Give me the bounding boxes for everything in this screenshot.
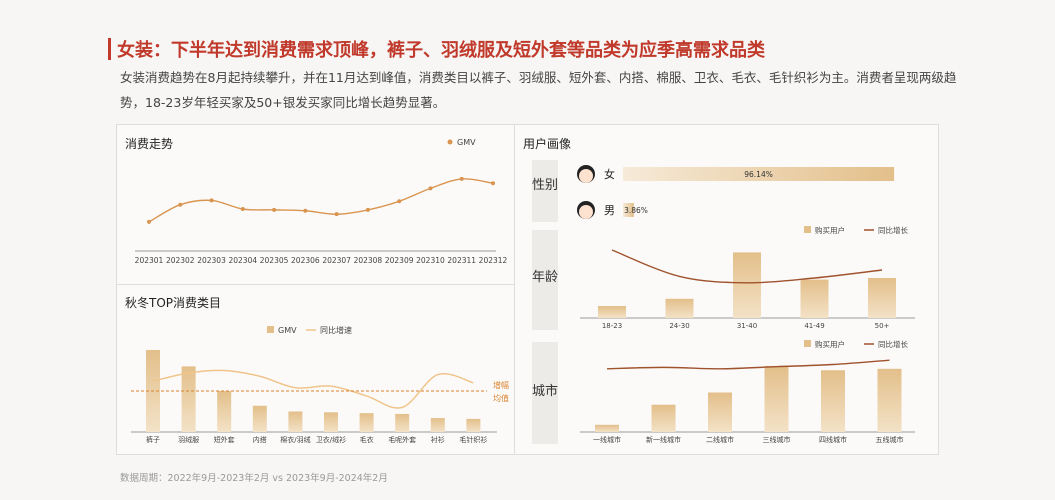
trend-chart: 202301 202302 202303 202304 202305 202306 2023… [135,138,508,265]
gmv-point-202304 [240,207,245,212]
data-period-note: 数据周期：2022年9月-2023年2月 vs 2023年9月-2024年2月 [120,473,388,484]
gmv-bar-毛针织衫 [466,418,481,432]
x-tick-202308: 202308 [354,256,383,265]
x-tick-202304: 202304 [228,256,257,265]
gmv-bar-衬衫 [430,418,445,432]
portrait-card: 用户画像 [514,124,939,455]
x-tick-202307: 202307 [322,256,351,265]
age-label: 年龄 [532,270,559,285]
gmv-point-202311 [459,176,464,181]
gmv-point-202310 [428,186,433,191]
x-tick-毛呢外套: 毛呢外套 [388,435,416,444]
age-segment: 年龄 [532,230,558,330]
headline-accent-bar [108,38,111,60]
gmv-point-202308 [365,207,370,212]
gmv-line [148,178,494,223]
x-tick-羽绒服: 羽绒服 [178,435,199,444]
trend-title: 消费走势 [125,137,174,151]
gmv-point-202305 [272,207,277,212]
x-tick-202305: 202305 [260,256,289,265]
headline: 女装：下半年达到消费需求顶峰，裤子、羽绒服及短外套等品类为应季高需求品类 [108,36,765,62]
x-tick-202301: 202301 [135,256,164,265]
intro-line-2: 势，18-23岁年轻买家及50+银发买家同比增长趋势显著。 [120,95,446,110]
x-tick-毛针织衫: 毛针织衫 [459,435,487,444]
x-tick-衬衫: 衬衫 [431,435,445,444]
gmv-bar-棉衣/羽绒 [288,411,303,432]
x-tick-202302: 202302 [166,256,195,265]
intro-line-1: 女装消费趋势在8月起持续攀升，并在11月达到峰值，消费类目以裤子、羽绒服、短外套… [120,70,957,85]
x-tick-202310: 202310 [416,256,445,265]
gender-label: 性别 [532,178,559,193]
gmv-point-202306 [303,208,308,213]
yoy-line [152,369,474,409]
page-title: 女装：下半年达到消费需求顶峰，裤子、羽绒服及短外套等品类为应季高需求品类 [117,40,765,61]
gmv-bar-卫衣/绒衫 [324,412,338,432]
portrait-title: 用户画像 [523,137,572,151]
city-segment: 城市 [532,342,558,444]
legend-gmv-swatch [447,139,453,145]
legend-gmv-label: GMV [457,138,476,147]
x-tick-卫衣/绒衫: 卫衣/绒衫 [316,435,346,444]
gmv-bar-毛衣 [359,413,374,432]
average-label-2: 均值 [493,393,509,403]
gender-segment: 性别 [532,160,558,222]
x-tick-202309: 202309 [385,256,414,265]
x-tick-毛衣: 毛衣 [360,435,374,444]
x-tick-裤子: 裤子 [146,435,160,444]
legend-gmv-label: GMV [278,326,297,335]
x-tick-短外套: 短外套 [214,435,235,444]
gmv-point-202301 [147,219,151,224]
gmv-bar-毛呢外套 [395,413,410,432]
trend-card: 消费走势 202301 202302 202303 202304 202305 20230… [116,124,515,285]
legend-yoy-label: 同比增速 [320,325,352,335]
x-tick-202306: 202306 [291,256,320,265]
gmv-point-202309 [397,199,402,204]
gmv-point-202307 [334,212,339,217]
x-tick-内搭: 内搭 [253,435,267,444]
gmv-bar-内搭 [252,405,267,432]
legend-gmv-swatch [267,326,274,333]
gmv-point-202303 [209,198,214,203]
gmv-bar-羽绒服 [181,366,196,432]
x-tick-202303: 202303 [197,256,226,265]
city-label: 城市 [532,384,559,399]
top-title: 秋冬TOP消费类目 [125,296,222,310]
gmv-point-202312 [491,181,495,186]
x-tick-202311: 202311 [447,256,476,265]
x-tick-棉衣/羽绒: 棉衣/羽绒 [280,435,310,444]
x-tick-202312: 202312 [479,256,508,265]
average-label-1: 增幅 [493,380,509,390]
top-card: 秋冬TOP消费类目 增幅均值裤子 羽绒服 短外套 内搭 棉衣/羽绒 卫衣/绒衫 毛衣 毛呢外套… [116,284,515,455]
gmv-point-202302 [178,202,183,207]
gmv-bar-短外套 [217,391,232,432]
